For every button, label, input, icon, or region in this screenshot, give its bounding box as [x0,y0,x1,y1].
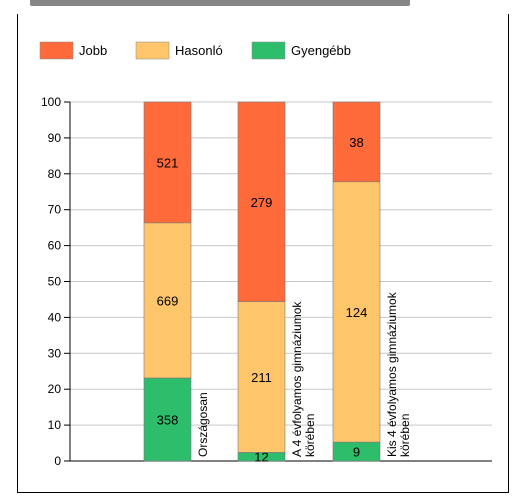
data-label: 38 [349,135,363,150]
data-label: 124 [346,305,368,320]
legend-swatch-jobb [39,41,74,60]
bar-segment-hasonló [143,222,192,379]
bar-segment-gyengébb [143,377,192,462]
y-tick-label: 90 [48,131,62,145]
category-label: Kis 4 évfolyamos gimnáziumokkörében [385,291,412,457]
y-tick-label: 20 [48,382,62,396]
category-label-line: körében [398,414,412,457]
cropped-title-fragment [30,0,410,6]
legend-label: Hasonló [175,43,223,58]
y-tick-label: 10 [48,418,62,432]
category-label-line: Országosan [196,392,210,457]
data-label: 279 [251,195,273,210]
y-tick-label: 50 [48,275,62,289]
data-label: 358 [157,412,179,427]
category-label-line: körében [303,414,317,457]
data-label: 12 [254,450,268,465]
y-tick-label: 80 [48,167,62,181]
y-tick-label: 60 [48,239,62,253]
bar-segment-jobb [143,101,192,224]
legend-label: Gyengébb [291,43,351,58]
y-tick-label: 40 [48,310,62,324]
chart-frame [17,14,509,493]
category-label-line: Kis 4 évfolyamos gimnáziumok [385,291,399,457]
y-tick-label: 0 [54,454,61,468]
data-label: 9 [353,445,360,460]
category-label: A 4 évfolyamos gimnáziumokkörében [290,301,317,457]
legend-label: Jobb [79,43,107,58]
data-label: 669 [157,293,179,308]
legend-swatch-hasonló [135,41,170,60]
data-label: 211 [251,370,272,385]
y-tick-label: 30 [48,346,62,360]
data-label: 521 [157,155,179,170]
legend-swatch-gyengébb [251,41,286,60]
category-label-line: A 4 évfolyamos gimnáziumok [290,301,304,457]
y-tick-label: 70 [48,203,62,217]
category-label: Országosan [196,392,210,457]
bar-segment-jobb [332,101,381,183]
bar-segment-hasonló [237,301,286,453]
y-tick-label: 100 [41,95,61,109]
bar-segment-jobb [237,101,286,302]
